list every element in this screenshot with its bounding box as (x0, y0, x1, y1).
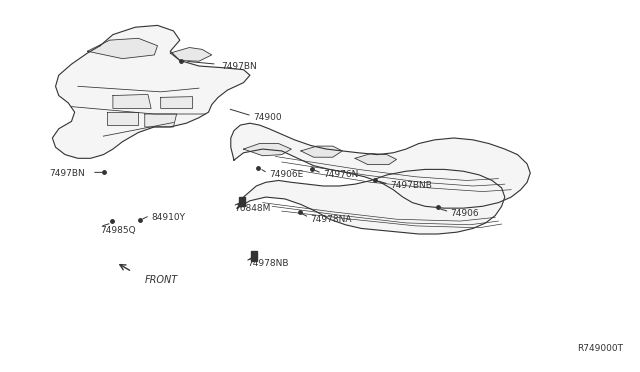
Polygon shape (113, 94, 151, 109)
Text: 74978NB: 74978NB (246, 259, 288, 268)
Polygon shape (52, 25, 250, 158)
Text: FRONT: FRONT (145, 275, 178, 285)
Text: R749000T: R749000T (577, 344, 623, 353)
Polygon shape (237, 169, 505, 234)
Polygon shape (355, 154, 396, 164)
Text: 84910Y: 84910Y (151, 213, 185, 222)
Text: 74976N: 74976N (323, 170, 358, 179)
Text: 7497BN: 7497BN (221, 61, 257, 71)
Text: 74906E: 74906E (269, 170, 303, 179)
Bar (239, 197, 246, 206)
Text: 7497BNB: 7497BNB (390, 182, 432, 190)
Polygon shape (170, 48, 212, 61)
Polygon shape (88, 38, 157, 59)
Bar (250, 251, 257, 260)
Text: 74978NA: 74978NA (310, 215, 352, 224)
Text: 7497BN: 7497BN (49, 169, 85, 177)
Text: 74985Q: 74985Q (100, 226, 136, 235)
Text: 76848M: 76848M (234, 203, 270, 213)
Polygon shape (145, 114, 177, 127)
Text: 74900: 74900 (253, 113, 282, 122)
Polygon shape (231, 123, 531, 208)
Text: 74906: 74906 (451, 209, 479, 218)
Polygon shape (301, 146, 342, 157)
Polygon shape (106, 112, 138, 125)
Polygon shape (244, 144, 291, 156)
Polygon shape (161, 97, 193, 109)
